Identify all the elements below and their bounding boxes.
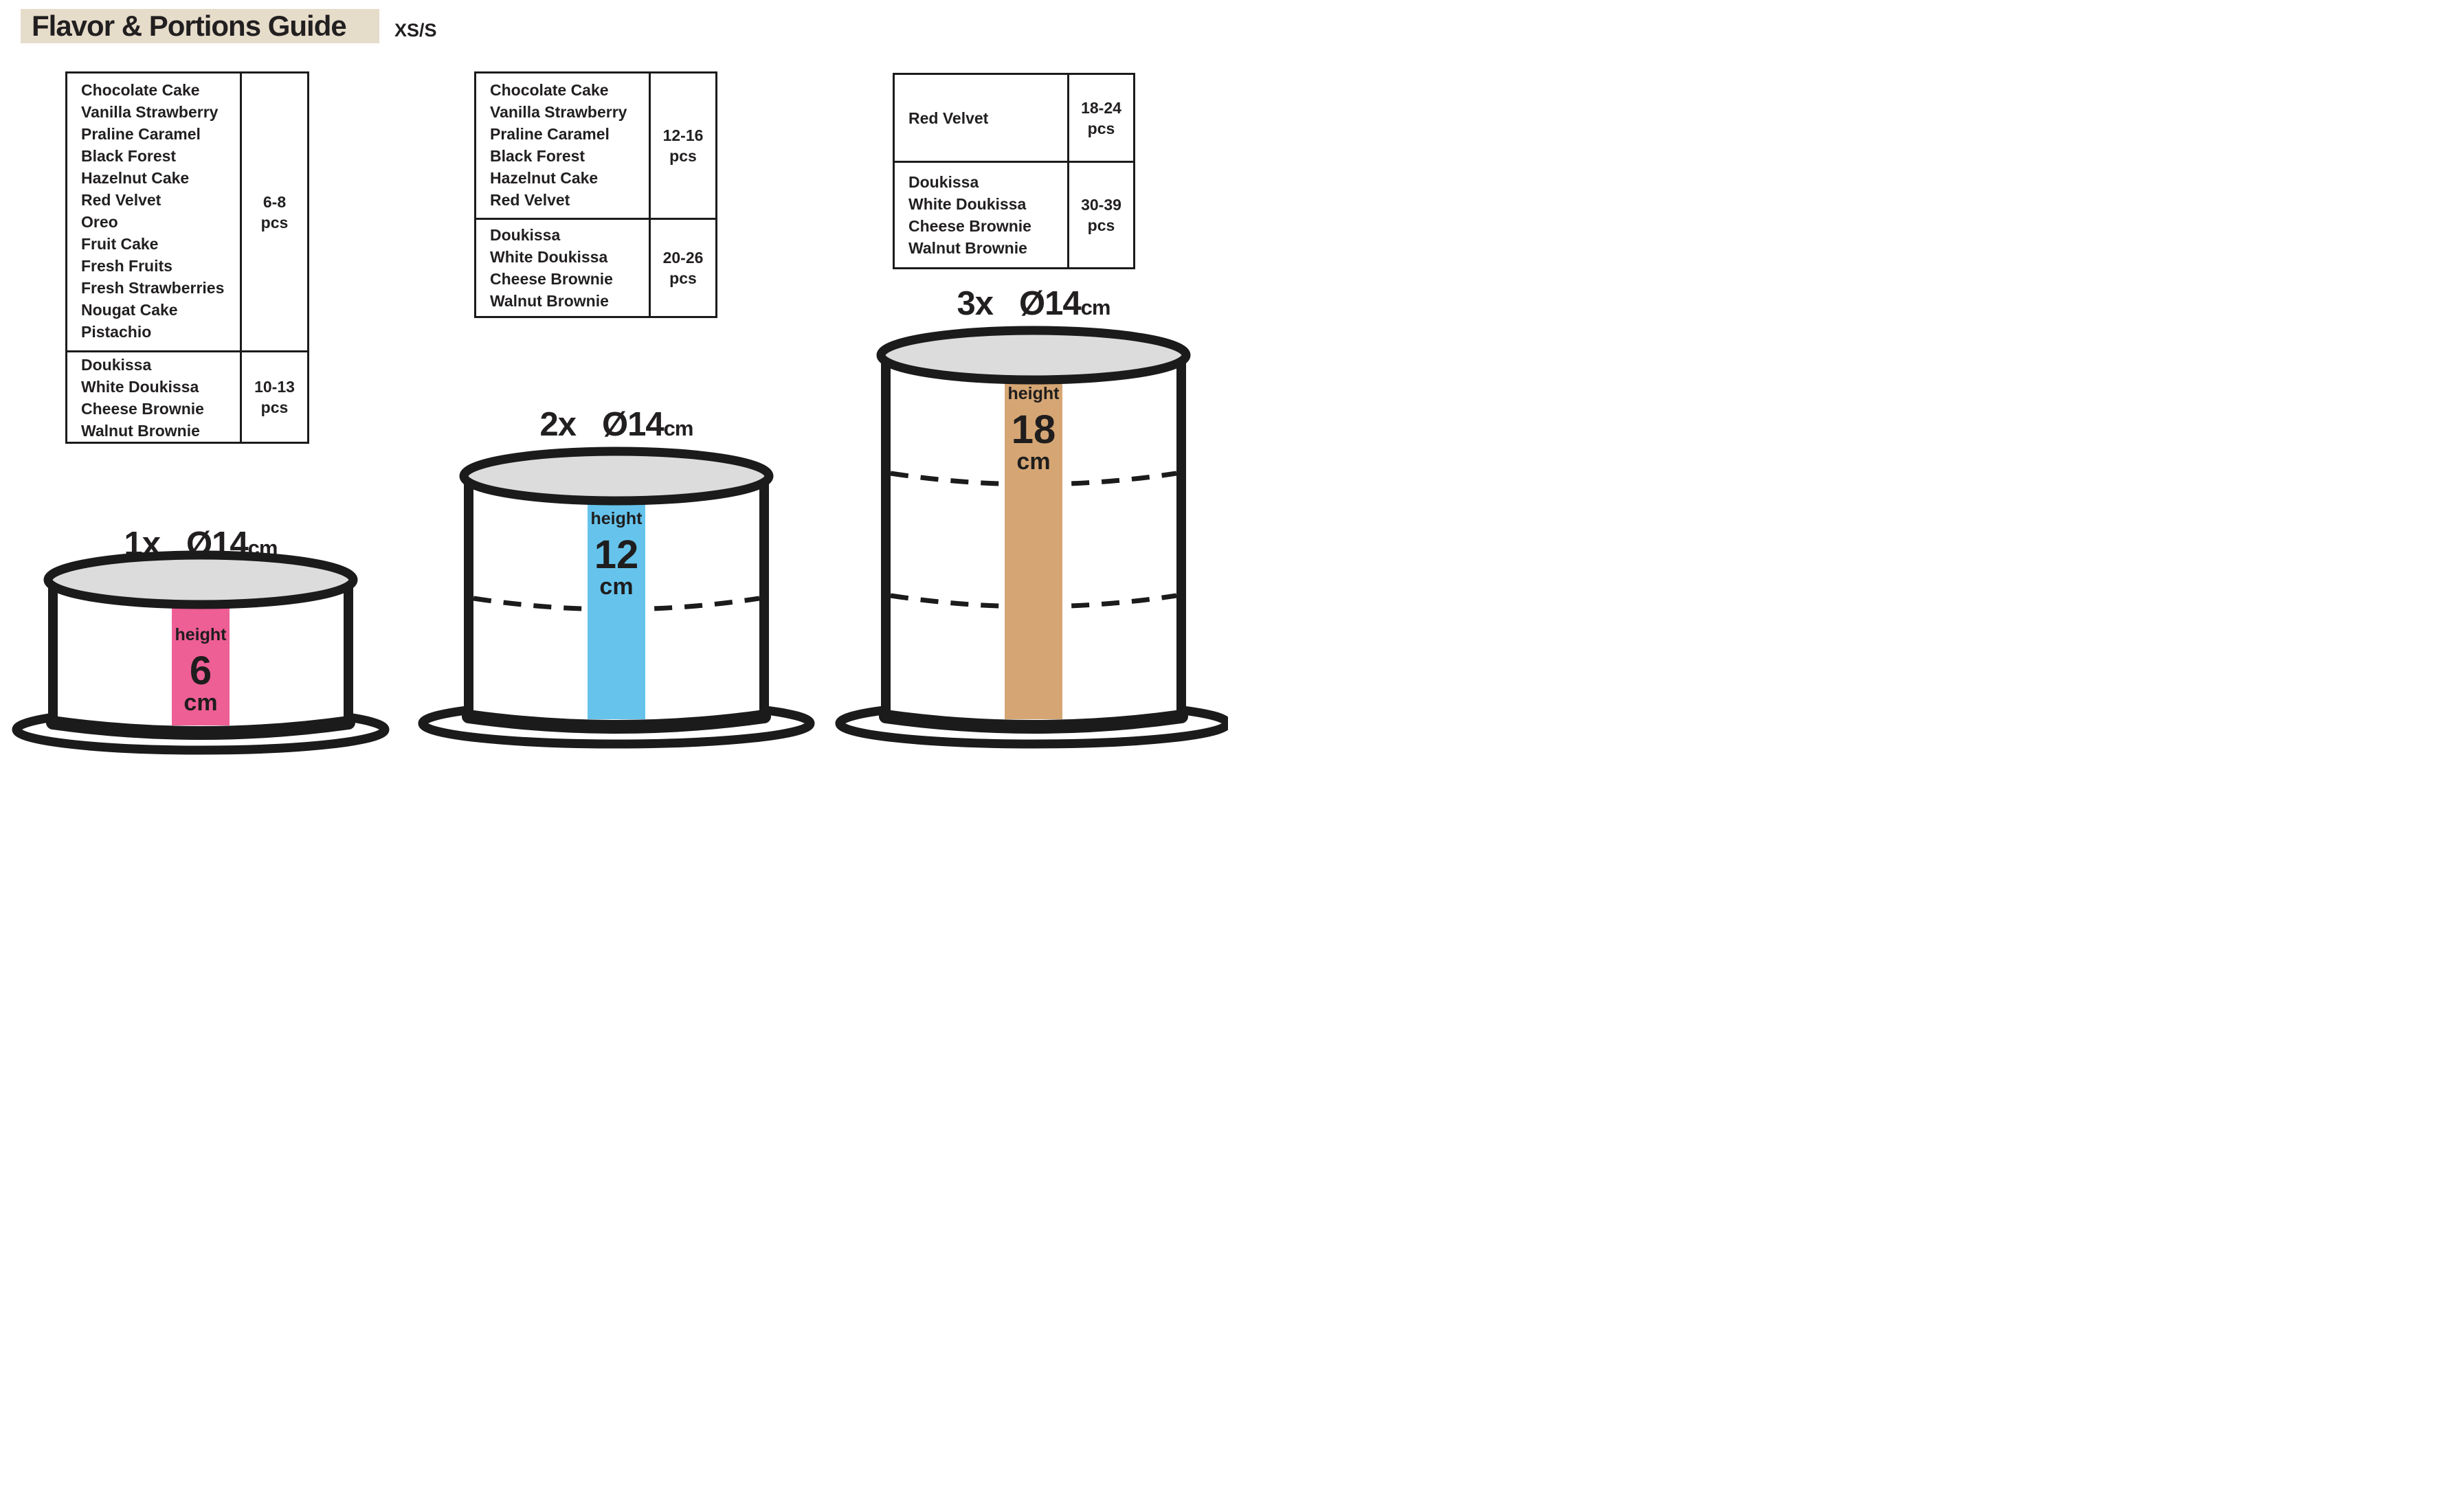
portions-table-3x: Red Velvet 18-24 pcs Doukissa White Douk… [893, 73, 1135, 269]
portions-value: 10-13 [254, 378, 295, 396]
height-stripe [1005, 380, 1062, 719]
cake-bottom-edge [879, 710, 1188, 734]
cake-bottom-edge [462, 710, 771, 734]
cake-2-size-label: 2x Ø14cm [410, 405, 823, 444]
portions-value: 6-8 [263, 192, 287, 211]
flavor-list: Chocolate Cake Vanilla Strawberry Pralin… [81, 81, 225, 341]
cake-diameter-unit: cm [1080, 295, 1111, 319]
page-title-bar: Flavor & Portions Guide [21, 9, 379, 43]
cake-top [43, 550, 358, 609]
cake-bottom-edge [46, 716, 355, 740]
cake-top [876, 326, 1191, 385]
height-unit: cm [599, 574, 633, 600]
height-label: height [1008, 384, 1060, 403]
portions-unit: pcs [669, 269, 697, 287]
portions-unit: pcs [1087, 216, 1115, 234]
portions-unit: pcs [260, 213, 289, 232]
cake-3x-illustration: height 18 cm [827, 314, 1228, 754]
flavor-list: Doukissa White Doukissa Cheese Brownie W… [67, 350, 240, 442]
portions-value: 12-16 [662, 126, 704, 144]
cake-1x-illustration: height 6 cm [0, 539, 407, 756]
portions-cell: 6-8 pcs [240, 74, 307, 350]
height-value: 6 [190, 648, 212, 693]
height-stripe [172, 605, 230, 725]
height-unit: cm [183, 690, 217, 716]
flavor-list: Red Velvet [908, 109, 989, 127]
cake-diameter: Ø14 [1019, 285, 1082, 322]
cake-top [459, 447, 774, 506]
tier-divider-line [890, 593, 1177, 609]
portions-table-2x: Chocolate Cake Vanilla Strawberry Pralin… [474, 71, 717, 318]
portions-unit: pcs [260, 398, 289, 416]
cake-2x-illustration: height 12 cm [410, 435, 823, 754]
portions-unit: pcs [669, 147, 697, 165]
height-value: 18 [1012, 407, 1056, 452]
height-stripe [588, 501, 645, 719]
portions-value: 30-39 [1081, 196, 1121, 214]
height-unit: cm [1016, 449, 1050, 475]
cake-count: 3x [957, 285, 994, 322]
cake-diameter-unit: cm [663, 416, 694, 440]
portions-table-1x: Chocolate Cake Vanilla Strawberry Pralin… [65, 71, 309, 444]
flavor-list: Doukissa White Doukissa Cheese Brownie W… [895, 161, 1067, 267]
cake-3-size-label: 3x Ø14cm [827, 284, 1228, 323]
portions-cell: 10-13 pcs [240, 350, 307, 442]
flavor-portions-guide: Flavor & Portions Guide XS/S Chocolate C… [0, 0, 1228, 756]
flavor-list: Chocolate Cake Vanilla Strawberry Pralin… [490, 81, 627, 209]
portions-value: 18-24 [1081, 98, 1121, 117]
cake-count: 2x [539, 406, 577, 443]
page-title: Flavor & Portions Guide [32, 10, 347, 42]
size-label: XS/S [394, 20, 437, 41]
tier-divider-line [473, 596, 760, 612]
flavor-list: Doukissa White Doukissa Cheese Brownie W… [476, 218, 649, 316]
portions-value: 20-26 [662, 249, 704, 267]
portions-cell: 20-26 pcs [649, 218, 715, 316]
tier-divider-line [890, 471, 1177, 487]
portions-cell: 18-24 pcs [1067, 75, 1133, 161]
cake-diameter: Ø14 [602, 406, 665, 443]
height-label: height [175, 625, 227, 644]
portions-cell: 30-39 pcs [1067, 161, 1133, 267]
height-label: height [591, 509, 643, 528]
portions-cell: 12-16 pcs [649, 74, 715, 218]
portions-unit: pcs [1087, 119, 1115, 137]
height-value: 12 [594, 532, 639, 577]
